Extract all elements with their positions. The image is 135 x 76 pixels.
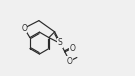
Text: O: O — [69, 44, 75, 53]
Text: O: O — [21, 24, 27, 33]
Text: O: O — [67, 57, 72, 66]
Text: S: S — [57, 38, 62, 47]
